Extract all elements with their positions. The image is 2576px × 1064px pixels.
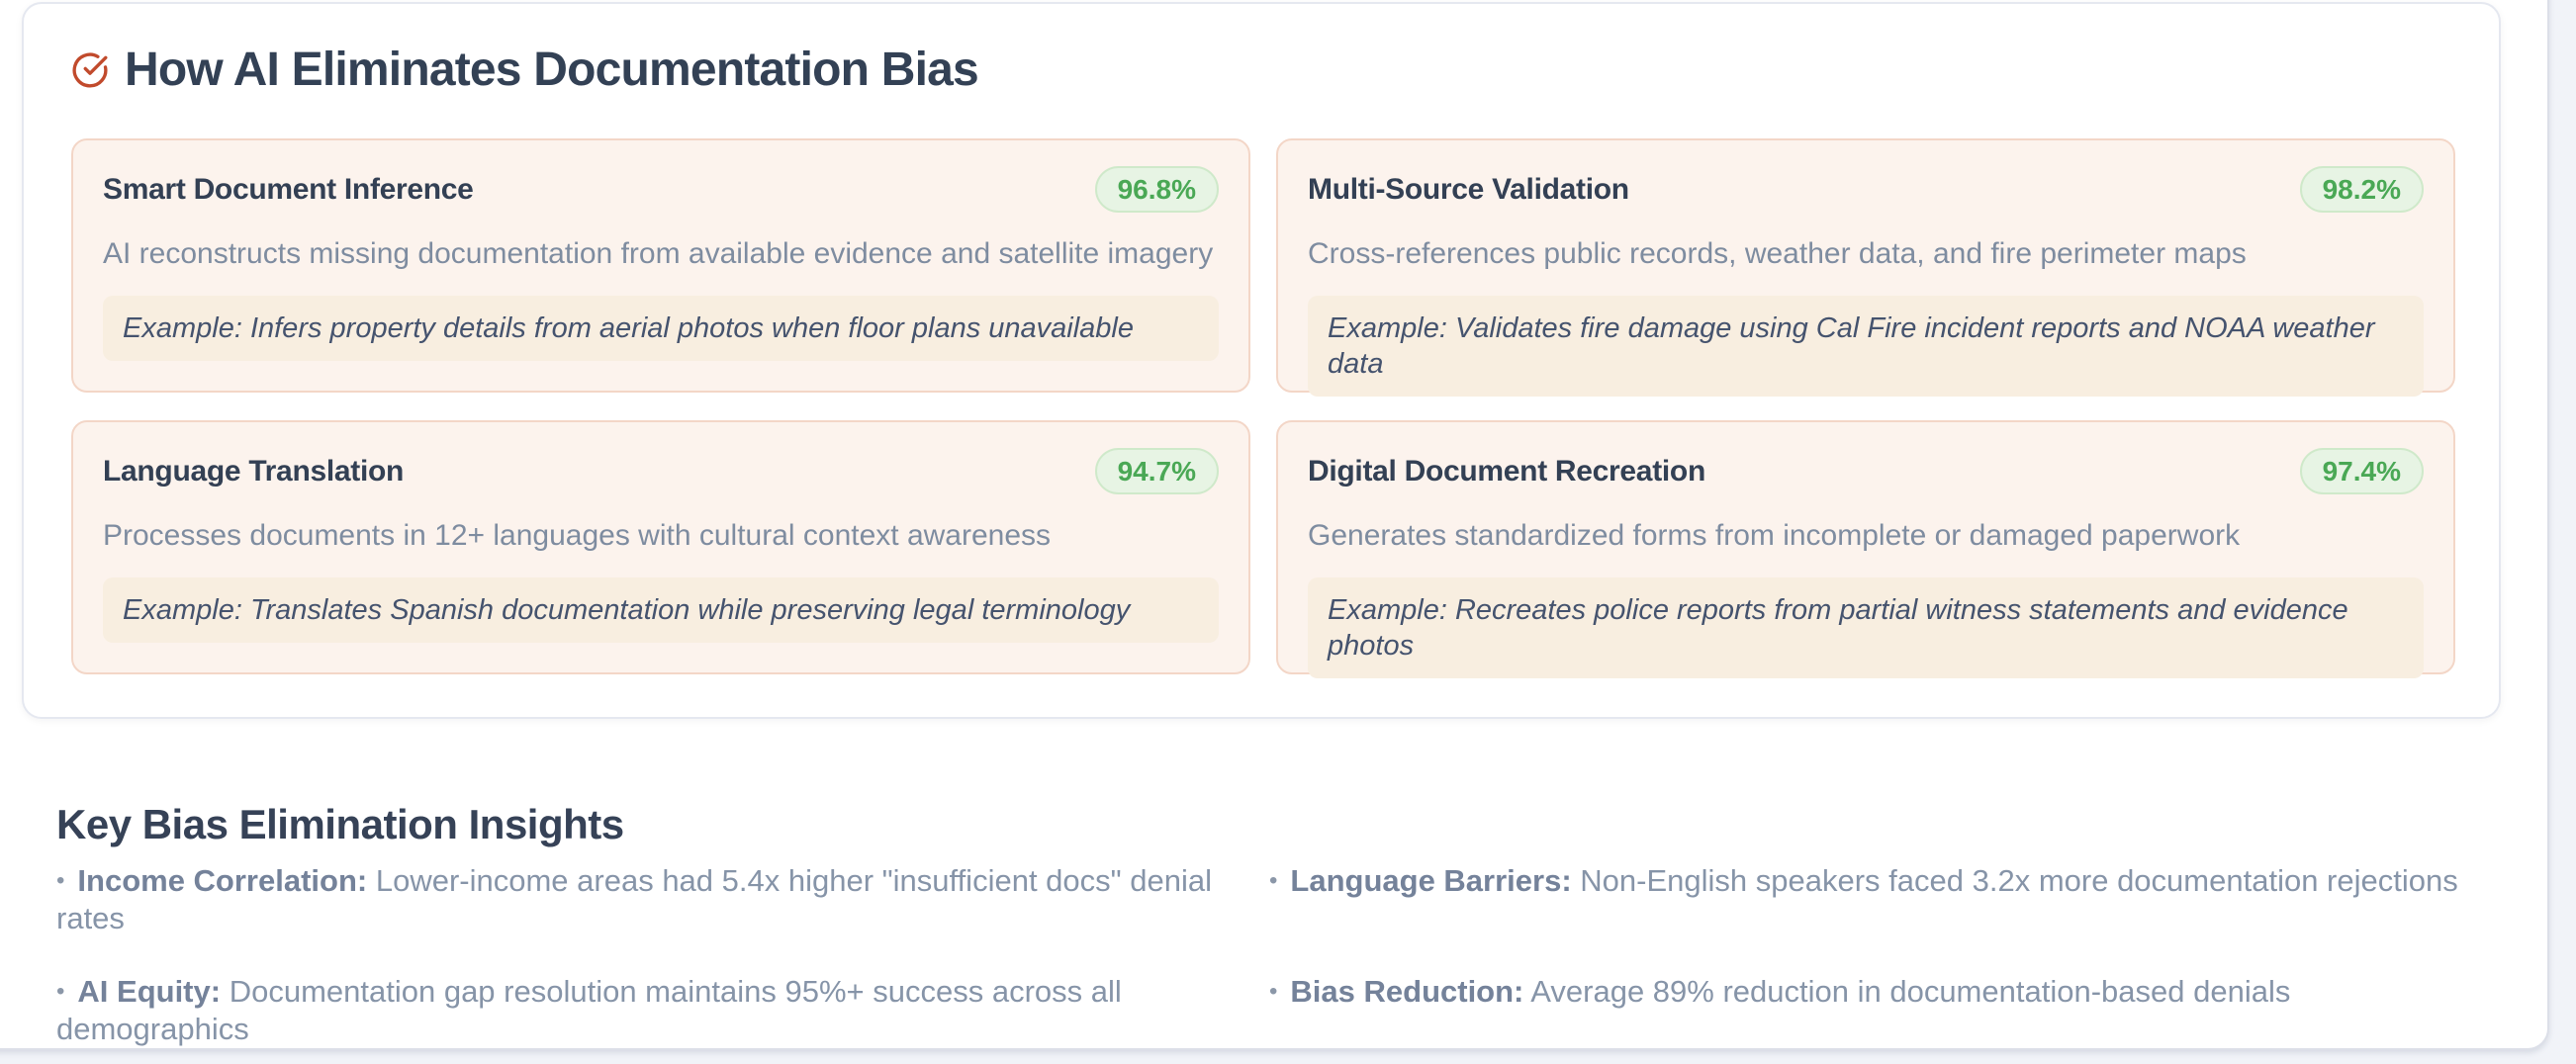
page-title: How AI Eliminates Documentation Bias (125, 44, 979, 96)
method-name: Language Translation (103, 454, 405, 488)
insight-bias-reduction: • Bias Reduction: Average 89% reduction i… (1269, 973, 2500, 1048)
method-card-digital-document-recreation: Digital Document Recreation 97.4% Genera… (1276, 420, 2455, 678)
method-example: Example: Translates Spanish documentatio… (103, 577, 1219, 643)
insight-label: Language Barriers: (1290, 863, 1572, 898)
accuracy-badge: 98.2% (2299, 166, 2424, 213)
method-description: Generates standardized forms from incomp… (1308, 519, 2241, 552)
method-card-language-translation: Language Translation 94.7% Processes doc… (71, 420, 1250, 674)
key-insights-section: Key Bias Elimination Insights • Income Co… (56, 801, 2500, 1048)
insight-ai-equity: • AI Equity: Documentation gap resolution… (56, 973, 1269, 1048)
method-name: Multi-Source Validation (1308, 172, 1629, 206)
method-head: Language Translation 94.7% (103, 448, 1219, 494)
insights-grid: • Income Correlation: Lower-income areas … (56, 862, 2500, 1048)
insight-text: Documentation gap resolution maintains 9… (56, 974, 1122, 1046)
accuracy-badge: 96.8% (1094, 166, 1219, 213)
insights-heading: Key Bias Elimination Insights (56, 801, 624, 847)
method-example: Example: Recreates police reports from p… (1308, 577, 2424, 678)
insight-income-correlation: • Income Correlation: Lower-income areas … (56, 862, 1269, 937)
circle-check-icon (72, 52, 108, 88)
method-description: Processes documents in 12+ languages wit… (103, 519, 1052, 552)
card-header: How AI Eliminates Documentation Bias (24, 4, 2499, 99)
method-name: Smart Document Inference (103, 172, 474, 206)
method-example: Example: Validates fire damage using Cal… (1308, 296, 2424, 397)
insight-language-barriers: • Language Barriers: Non-English speakers… (1269, 862, 2500, 937)
method-head: Smart Document Inference 96.8% (103, 166, 1219, 213)
accuracy-badge: 97.4% (2299, 448, 2424, 494)
method-card-smart-document-inference: Smart Document Inference 96.8% AI recons… (71, 138, 1250, 393)
insight-text: Average 89% reduction in documentation-b… (1530, 974, 2291, 1009)
insight-text: Non-English speakers faced 3.2x more doc… (1580, 863, 2458, 898)
insight-label: AI Equity: (77, 974, 222, 1009)
insight-text: Lower-income areas had 5.4x higher "insu… (56, 863, 1213, 935)
bullet-icon: • (1269, 978, 1278, 1005)
accuracy-badge: 94.7% (1094, 448, 1219, 494)
insight-label: Bias Reduction: (1290, 974, 1524, 1009)
method-card-multi-source-validation: Multi-Source Validation 98.2% Cross-refe… (1276, 138, 2455, 397)
documentation-bias-card: How AI Eliminates Documentation Bias Sma… (22, 2, 2501, 719)
method-example: Example: Infers property details from ae… (103, 296, 1219, 361)
method-head: Digital Document Recreation 97.4% (1308, 448, 2424, 494)
method-name: Digital Document Recreation (1308, 454, 1705, 488)
methods-grid: Smart Document Inference 96.8% AI recons… (24, 138, 2499, 678)
method-description: AI reconstructs missing documentation fr… (103, 237, 1214, 270)
bullet-icon: • (56, 978, 65, 1005)
bullet-icon: • (1269, 867, 1278, 894)
method-head: Multi-Source Validation 98.2% (1308, 166, 2424, 213)
method-description: Cross-references public records, weather… (1308, 237, 2247, 270)
bullet-icon: • (56, 867, 65, 894)
insight-label: Income Correlation: (77, 863, 368, 898)
